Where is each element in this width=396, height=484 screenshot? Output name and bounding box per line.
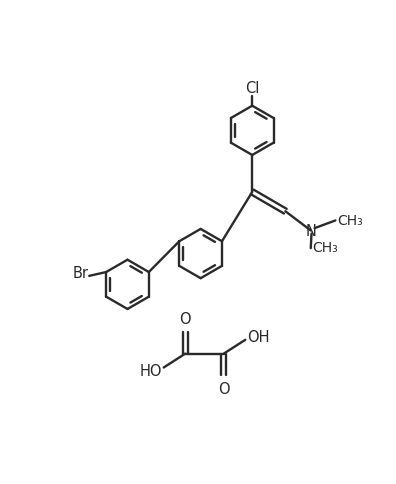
Text: N: N [305,224,316,239]
Text: HO: HO [140,363,162,378]
Text: O: O [218,381,230,396]
Text: Cl: Cl [245,81,259,96]
Text: Br: Br [72,266,88,281]
Text: CH₃: CH₃ [312,241,338,255]
Text: O: O [179,311,191,326]
Text: OH: OH [247,330,269,345]
Text: CH₃: CH₃ [337,214,363,228]
